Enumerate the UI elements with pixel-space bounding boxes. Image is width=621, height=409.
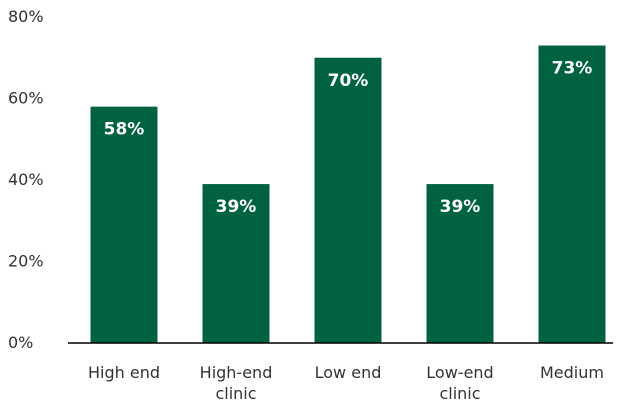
bars: 58% 39% 70% 39% 73% (90, 45, 606, 344)
y-tick-label: 20% (8, 252, 44, 271)
bar (538, 45, 606, 344)
x-category-label: Low-end (426, 363, 493, 382)
bar-value-label: 58% (104, 120, 145, 140)
x-category-label: Medium (540, 363, 604, 382)
x-category-label: High end (88, 363, 160, 382)
y-tick-label: 0% (8, 333, 33, 352)
bar (90, 106, 158, 344)
y-tick-label: 80% (8, 7, 44, 26)
x-axis-categories: High end High-end clinic Low end Low-end clin… (88, 363, 604, 403)
x-category-label: High-end (200, 363, 273, 382)
bar (314, 57, 382, 343)
bar (426, 184, 494, 343)
y-tick-label: 40% (8, 170, 44, 189)
y-axis-ticks: 0% 20% 40% 60% 80% (8, 7, 44, 352)
x-category-label: Low end (315, 363, 382, 382)
y-tick-label: 60% (8, 89, 44, 108)
bar (202, 184, 270, 343)
bar-value-label: 39% (216, 197, 257, 217)
bar-value-label: 39% (440, 197, 481, 217)
bar-value-label: 73% (552, 59, 593, 79)
x-category-label: clinic (439, 384, 480, 403)
bar-value-label: 70% (328, 71, 369, 91)
x-category-label: clinic (215, 384, 256, 403)
